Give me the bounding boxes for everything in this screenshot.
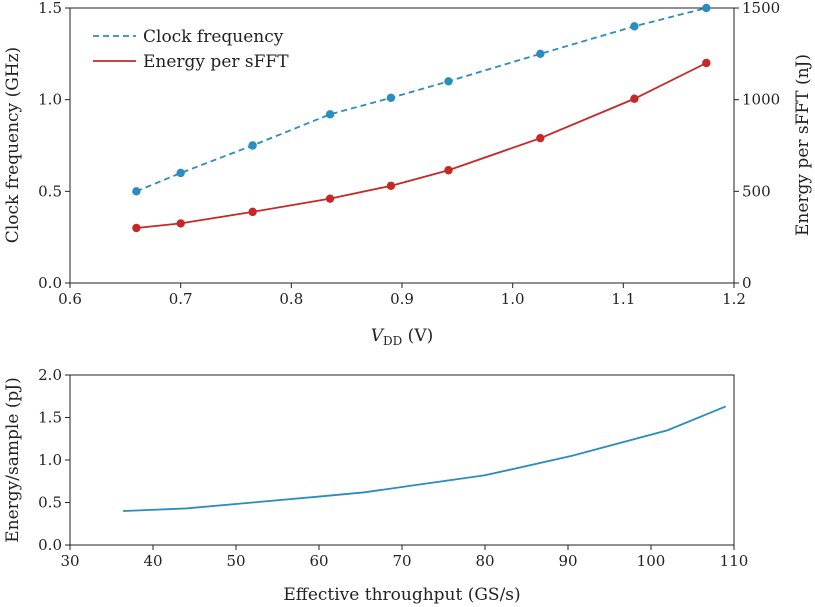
- data-point-energy-per-sfft: [702, 58, 711, 68]
- vdd-subscript: DD: [383, 334, 402, 348]
- vdd-symbol: V: [371, 326, 385, 346]
- top-x-tick-label: 1.1: [611, 290, 635, 308]
- top-series: [132, 3, 711, 233]
- bottom-y-tick-label: 0.5: [38, 494, 62, 512]
- top-chart: 0.6 0.7 0.8 0.9 1.0 1.1 1.2 0.0 0.5 1.0 1.5 0 500 100…: [3, 0, 813, 348]
- bottom-ticks: 30 40 50 60 70 80 90 100 110 0.0 0.5 1.0 1.5 2.0: [38, 366, 748, 570]
- bottom-x-tick-label: 80: [475, 552, 494, 570]
- bottom-y-tick-label: 2.0: [38, 366, 62, 384]
- bottom-y-tick-label: 0.0: [38, 536, 62, 554]
- bottom-y-axis-label: Energy/sample (pJ): [3, 377, 23, 542]
- bottom-x-tick-label: 70: [392, 552, 411, 570]
- legend-label-energy-per-sfft: Energy per sFFT: [143, 52, 289, 72]
- data-point-energy-per-sfft: [132, 223, 141, 233]
- bottom-x-tick-label: 100: [637, 552, 666, 570]
- legend: Clock frequency Energy per sFFT: [93, 27, 289, 72]
- series-line-energy-per-sample: [123, 405, 727, 512]
- bottom-x-tick-label: 40: [143, 552, 162, 570]
- bottom-y-tick-label: 1.5: [38, 409, 62, 427]
- series-line-energy-per-sfft: [136, 62, 707, 229]
- top-x-tick-label: 0.7: [169, 290, 193, 308]
- top-x-tick-label: 0.6: [58, 290, 82, 308]
- top-plot-frame: [69, 7, 735, 284]
- top-y-left-tick-label: 1.0: [38, 91, 62, 109]
- bottom-plot-frame: [69, 374, 735, 546]
- top-y-right-tick-label: 1500: [742, 0, 780, 17]
- data-point-energy-per-sfft: [176, 219, 185, 228]
- data-point-clock-frequency: [536, 49, 545, 59]
- top-x-axis-label: VDD (V): [371, 326, 433, 348]
- top-y-right-tick-label: 500: [742, 182, 771, 200]
- bottom-x-tick-label: 90: [558, 552, 577, 570]
- bottom-chart: 30 40 50 60 70 80 90 100 110 0.0 0.5 1.0 1.5 2.0 Effe…: [3, 366, 748, 605]
- bottom-x-tick-label: 110: [720, 552, 749, 570]
- data-point-energy-per-sfft: [325, 194, 335, 203]
- top-y-right-tick-label: 1000: [742, 91, 780, 109]
- top-x-tick-label: 1.0: [501, 290, 525, 308]
- data-point-clock-frequency: [132, 187, 141, 196]
- data-point-clock-frequency: [630, 22, 639, 31]
- bottom-x-tick-label: 30: [60, 552, 79, 570]
- top-x-tick-label: 0.9: [390, 290, 414, 308]
- bottom-series: [123, 405, 727, 512]
- data-point-energy-per-sfft: [630, 94, 639, 103]
- top-x-tick-label: 0.8: [279, 290, 303, 308]
- top-y-left-axis-label: Clock frequency (GHz): [3, 47, 23, 243]
- data-point-clock-frequency: [176, 168, 185, 178]
- legend-label-clock-frequency: Clock frequency: [143, 27, 284, 47]
- data-point-energy-per-sfft: [386, 181, 396, 191]
- data-point-clock-frequency: [444, 77, 453, 86]
- bottom-y-tick-label: 1.0: [38, 451, 62, 469]
- top-y-right-axis-label: Energy per sFFT (nJ): [793, 54, 813, 236]
- top-y-right-tick-label: 0: [742, 274, 752, 292]
- bottom-x-tick-label: 60: [309, 552, 328, 570]
- data-point-clock-frequency: [325, 110, 335, 119]
- data-point-energy-per-sfft: [536, 133, 545, 143]
- top-y-left-tick-label: 1.5: [38, 0, 62, 17]
- data-point-clock-frequency: [248, 141, 257, 150]
- data-point-energy-per-sfft: [444, 166, 453, 175]
- top-ticks: 0.6 0.7 0.8 0.9 1.0 1.1 1.2 0.0 0.5 1.0 1.5 0 500 100…: [38, 0, 780, 308]
- data-point-energy-per-sfft: [248, 207, 257, 217]
- vdd-unit: (V): [402, 326, 433, 346]
- data-point-clock-frequency: [386, 93, 396, 103]
- data-point-clock-frequency: [702, 3, 711, 13]
- bottom-x-axis-label: Effective throughput (GS/s): [283, 585, 520, 605]
- top-y-left-tick-label: 0.5: [38, 182, 62, 200]
- top-x-tick-label: 1.2: [722, 290, 746, 308]
- bottom-x-tick-label: 50: [226, 552, 245, 570]
- top-y-left-tick-label: 0.0: [38, 274, 62, 292]
